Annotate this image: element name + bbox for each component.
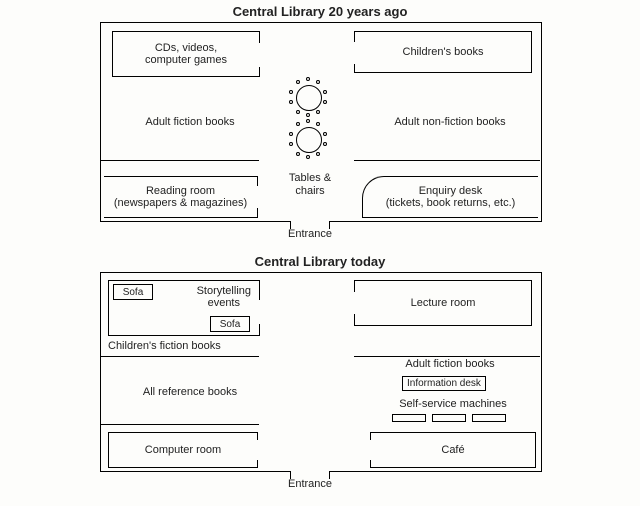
chair	[323, 142, 327, 146]
children-fiction-label: Children's fiction books	[108, 340, 258, 353]
chair	[323, 100, 327, 104]
room-reading-label: Reading room(newspapers & magazines)	[114, 185, 247, 209]
room-cafe-label: Café	[441, 444, 464, 456]
chair	[289, 142, 293, 146]
chair	[316, 122, 320, 126]
adult-fiction2-label: Adult fiction books	[380, 358, 520, 371]
room-cds: CDs, videos,computer games	[112, 31, 260, 77]
room-enquiry: Enquiry desk(tickets, book returns, etc.…	[362, 176, 538, 218]
p2-right-div1	[354, 356, 540, 357]
info-desk: Information desk	[402, 376, 486, 391]
p1-left-divider	[101, 160, 259, 161]
chair	[296, 110, 300, 114]
room-computer-label: Computer room	[145, 444, 221, 456]
sofa2: Sofa	[210, 316, 250, 332]
p1-right-divider	[354, 160, 540, 161]
chair	[306, 113, 310, 117]
self-service-label: Self-service machines	[378, 398, 528, 411]
chair	[306, 155, 310, 159]
tables-label: Tables &chairs	[282, 172, 338, 197]
chair	[289, 100, 293, 104]
sofa1: Sofa	[113, 284, 153, 300]
p2-left-div1	[101, 356, 259, 357]
storytelling-label: Storytellingevents	[197, 285, 251, 309]
p2-entrance-gap	[290, 470, 330, 474]
chair	[306, 119, 310, 123]
chair	[296, 152, 300, 156]
p2-left-div2	[101, 424, 259, 425]
chair	[306, 77, 310, 81]
gap-cafe	[369, 440, 372, 460]
sofa1-label: Sofa	[123, 287, 144, 298]
gap-reading	[256, 186, 259, 208]
chair	[289, 132, 293, 136]
p1-entrance-gap	[290, 220, 330, 224]
info-desk-label: Information desk	[407, 378, 481, 389]
table2	[296, 127, 322, 153]
ssm1	[392, 414, 426, 422]
room-enquiry-label: Enquiry desk(tickets, book returns, etc.…	[386, 185, 516, 209]
chair	[289, 90, 293, 94]
room-cafe: Café	[370, 432, 536, 468]
plan1-title: Central Library 20 years ago	[0, 4, 640, 19]
room-lecture-label: Lecture room	[411, 297, 476, 309]
chair	[296, 122, 300, 126]
page: Central Library 20 years ago CDs, videos…	[0, 0, 640, 506]
plan2-title: Central Library today	[0, 254, 640, 269]
room-reading: Reading room(newspapers & magazines)	[104, 176, 258, 218]
chair	[296, 80, 300, 84]
adult-fiction-label: Adult fiction books	[120, 116, 260, 129]
sofa2-label: Sofa	[220, 319, 241, 330]
room-children: Children's books	[354, 31, 532, 73]
ssm2	[432, 414, 466, 422]
p1-entrance-label: Entrance	[280, 228, 340, 241]
all-reference-label: All reference books	[120, 386, 260, 399]
chair	[323, 90, 327, 94]
chair	[323, 132, 327, 136]
ssm3	[472, 414, 506, 422]
chair	[316, 110, 320, 114]
gap-story	[258, 300, 261, 324]
adult-nonfiction-label: Adult non-fiction books	[370, 116, 530, 129]
room-cds-label: CDs, videos,computer games	[145, 42, 227, 66]
room-computer: Computer room	[108, 432, 258, 468]
room-children-label: Children's books	[403, 46, 484, 58]
gap-cds	[258, 43, 261, 67]
chair	[316, 80, 320, 84]
p2-entrance-label: Entrance	[280, 478, 340, 491]
gap-lecture	[353, 292, 356, 314]
gap-computer	[256, 440, 259, 460]
chair	[316, 152, 320, 156]
table1	[296, 85, 322, 111]
gap-children	[353, 42, 356, 64]
room-lecture: Lecture room	[354, 280, 532, 326]
